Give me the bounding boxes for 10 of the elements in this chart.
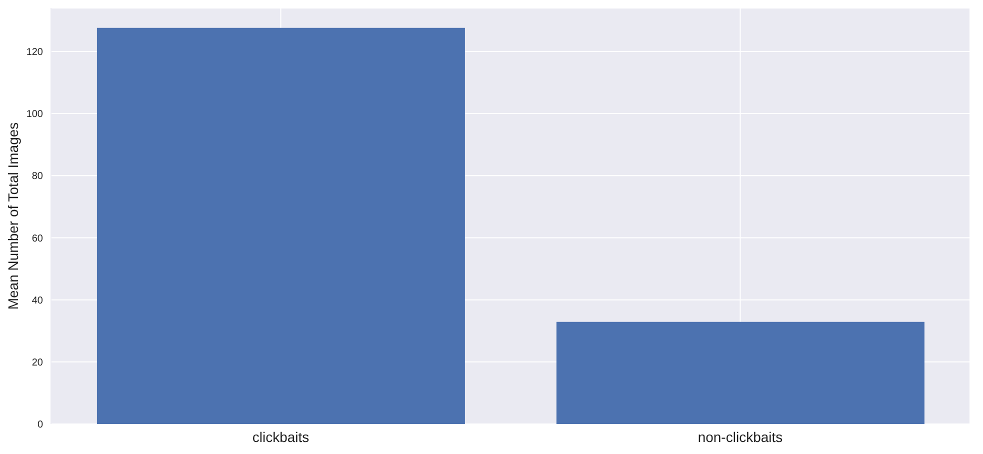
x-tick-label: non-clickbaits	[698, 428, 783, 445]
y-tick-label: 60	[32, 233, 44, 244]
y-tick-label: 20	[32, 357, 44, 368]
y-tick-label: 40	[32, 295, 44, 306]
y-tick-label: 80	[32, 171, 44, 182]
y-tick-label: 100	[26, 109, 44, 120]
y-axis-title: Mean Number of Total Images	[4, 122, 21, 310]
x-tick-label: clickbaits	[252, 428, 310, 445]
y-tick-label: 0	[37, 420, 44, 431]
y-tick-label: 120	[26, 47, 44, 58]
